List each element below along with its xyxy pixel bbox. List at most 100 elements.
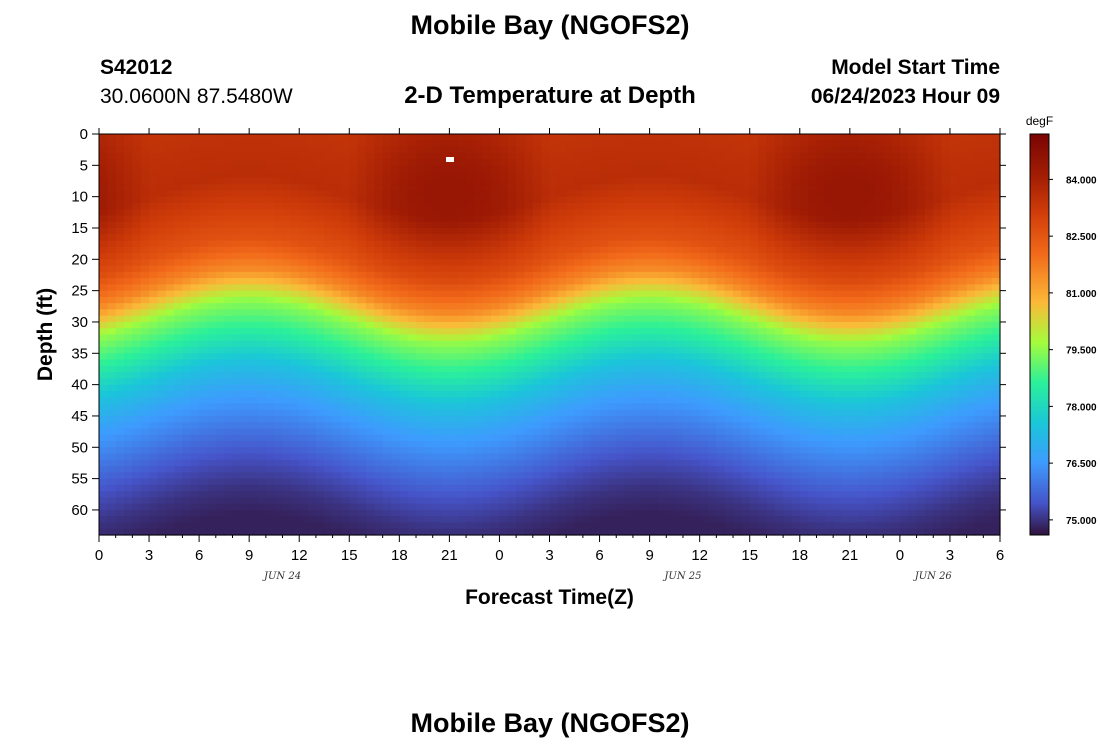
heatmap-cell: [582, 152, 592, 160]
heatmap-cell: [340, 334, 350, 342]
heatmap-cell: [315, 484, 325, 492]
heatmap-cell: [107, 453, 117, 461]
heatmap-cell: [599, 284, 609, 292]
heatmap-cell: [324, 447, 334, 455]
heatmap-cell: [157, 177, 167, 185]
heatmap-cell: [466, 221, 476, 229]
heatmap-cell: [224, 378, 234, 386]
heatmap-cell: [616, 152, 626, 160]
heatmap-cell: [724, 202, 734, 210]
heatmap-cell: [591, 359, 601, 367]
heatmap-cell: [107, 516, 117, 524]
heatmap-cell: [215, 390, 225, 398]
heatmap-cell: [674, 409, 684, 417]
heatmap-cell: [307, 290, 317, 298]
heatmap-cell: [332, 334, 342, 342]
heatmap-cell: [516, 484, 526, 492]
heatmap-cell: [674, 278, 684, 285]
heatmap-cell: [632, 359, 642, 367]
heatmap-cell: [599, 271, 609, 279]
heatmap-cell: [174, 290, 184, 298]
heatmap-cell: [215, 328, 225, 336]
heatmap-cell: [257, 403, 267, 411]
heatmap-cell: [632, 403, 642, 411]
heatmap-cell: [541, 397, 551, 405]
heatmap-cell: [708, 347, 717, 354]
heatmap-cell: [224, 347, 234, 354]
heatmap-cell: [449, 296, 459, 304]
heatmap-cell: [599, 265, 609, 273]
heatmap-cell: [199, 347, 209, 354]
heatmap-cell: [516, 516, 526, 524]
heatmap-cell: [682, 397, 692, 405]
heatmap-cell: [357, 428, 367, 436]
heatmap-cell: [516, 365, 526, 373]
heatmap-cell: [524, 290, 534, 298]
heatmap-cell: [632, 190, 642, 198]
heatmap-cell: [657, 484, 667, 492]
heatmap-cell: [115, 171, 125, 179]
heatmap-cell: [390, 453, 400, 461]
heatmap-cell: [290, 321, 300, 329]
heatmap-cell: [699, 447, 709, 455]
heatmap-cell: [474, 278, 484, 285]
heatmap-cell: [616, 516, 626, 524]
heatmap-cell: [165, 365, 175, 373]
heatmap-cell: [449, 190, 459, 198]
heatmap-cell: [199, 453, 209, 461]
heatmap-cell: [240, 428, 250, 436]
heatmap-cell: [466, 409, 476, 417]
heatmap-cell: [741, 303, 751, 311]
heatmap-cell: [582, 365, 592, 373]
heatmap-cell: [140, 227, 150, 235]
heatmap-cell: [674, 134, 684, 141]
heatmap-cell: [549, 340, 559, 348]
heatmap-cell: [607, 434, 617, 442]
heatmap-cell: [349, 347, 359, 354]
heatmap-cell: [374, 415, 384, 423]
heatmap-cell: [190, 359, 200, 367]
heatmap-cell: [357, 459, 367, 467]
heatmap-cell: [324, 528, 334, 536]
heatmap-cell: [507, 221, 517, 229]
heatmap-cell: [674, 140, 684, 148]
heatmap-cell: [666, 428, 676, 436]
heatmap-cell: [249, 384, 259, 392]
heatmap-cell: [507, 271, 517, 279]
heatmap-cell: [374, 202, 384, 210]
heatmap-cell: [140, 196, 150, 204]
heatmap-cell: [349, 378, 359, 386]
heatmap-cell: [574, 240, 584, 248]
heatmap-cell: [357, 278, 367, 285]
heatmap-cell: [282, 447, 292, 455]
heatmap-cell: [632, 497, 642, 505]
heatmap-cell: [407, 384, 417, 392]
heatmap-cell: [649, 428, 659, 436]
heatmap-cell: [257, 221, 267, 229]
heatmap-cell: [616, 234, 626, 242]
heatmap-cell: [265, 503, 275, 511]
heatmap-cell: [399, 196, 409, 204]
heatmap-cell: [107, 409, 117, 417]
heatmap-cell: [240, 365, 250, 373]
heatmap-cell: [691, 265, 701, 273]
heatmap-cell: [474, 315, 484, 323]
heatmap-cell: [541, 509, 551, 517]
heatmap-cell: [541, 134, 551, 141]
heatmap-cell: [507, 259, 517, 267]
heatmap-cell: [441, 359, 450, 367]
heatmap-cell: [724, 528, 734, 536]
heatmap-cell: [324, 196, 334, 204]
heatmap-cell: [641, 522, 651, 530]
heatmap-cell: [307, 196, 317, 204]
heatmap-cell: [299, 165, 309, 173]
heatmap-cell: [365, 140, 375, 148]
heatmap-cell: [374, 146, 384, 154]
heatmap-cell: [532, 284, 542, 292]
heatmap-cell: [407, 397, 417, 405]
heatmap-cell: [357, 528, 367, 536]
heatmap-cell: [382, 428, 392, 436]
heatmap-cell: [274, 321, 284, 329]
heatmap-cell: [516, 409, 526, 417]
heatmap-cell: [549, 265, 559, 273]
